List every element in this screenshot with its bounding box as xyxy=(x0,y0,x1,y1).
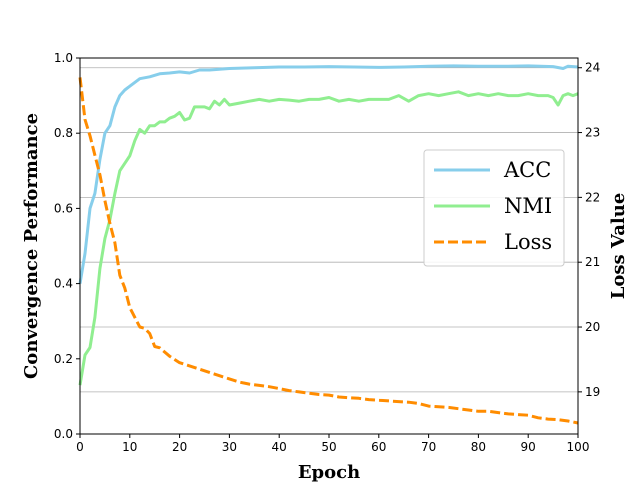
x-tick-label: 30 xyxy=(222,440,237,454)
x-tick-label: 70 xyxy=(421,440,436,454)
y-left-tick-label: 0.4 xyxy=(54,277,73,291)
legend-label-nmi: NMI xyxy=(504,194,552,218)
legend-label-loss: Loss xyxy=(504,230,552,254)
x-tick-label: 60 xyxy=(371,440,386,454)
x-tick-label: 80 xyxy=(471,440,486,454)
y-right-tick-label: 20 xyxy=(585,320,600,334)
y-right-tick-label: 19 xyxy=(585,385,600,399)
series-line-loss xyxy=(78,77,579,425)
legend: ACC NMI Loss xyxy=(423,149,565,267)
y-left-tick-label: 0.0 xyxy=(54,427,73,441)
y-right-axis-title: Loss Value xyxy=(608,193,629,300)
x-tick-label: 100 xyxy=(567,440,590,454)
y-left-tick-label: 1.0 xyxy=(54,51,73,65)
x-tick-label: 20 xyxy=(172,440,187,454)
axes xyxy=(76,57,582,438)
y-right-tick-label: 21 xyxy=(585,255,600,269)
tick-labels: 0 10 20 30 40 50 60 70 80 90 100 0.0 0.2 0.4 0.6 0.8 1.0… xyxy=(54,51,600,454)
y-right-tick-label: 23 xyxy=(585,126,600,140)
legend-label-acc: ACC xyxy=(503,158,551,182)
x-tick-label: 10 xyxy=(122,440,137,454)
x-axis-title: Epoch xyxy=(298,462,360,483)
legend-box xyxy=(423,149,565,267)
y-right-tick-label: 22 xyxy=(585,190,600,204)
y-left-axis-title: Convergence Performance xyxy=(21,113,42,379)
x-tick-label: 90 xyxy=(521,440,536,454)
x-tick-label: 40 xyxy=(272,440,287,454)
y-left-tick-label: 0.6 xyxy=(54,201,73,215)
series-line-nmi xyxy=(78,90,579,386)
series-line-acc xyxy=(78,64,579,284)
x-tick-label: 50 xyxy=(321,440,336,454)
x-tick-label: 0 xyxy=(76,440,84,454)
y-right-tick-label: 24 xyxy=(585,61,600,75)
y-left-tick-label: 0.2 xyxy=(54,352,73,366)
y-left-tick-label: 0.8 xyxy=(54,126,73,140)
series-lines xyxy=(78,64,579,425)
